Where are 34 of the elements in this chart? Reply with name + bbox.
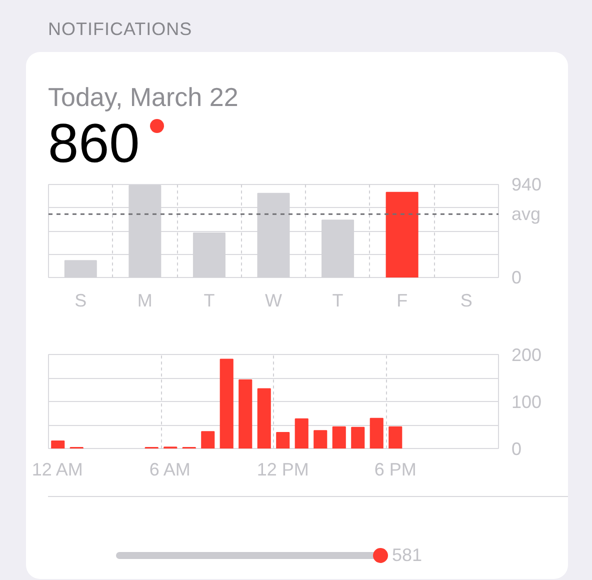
bar bbox=[220, 358, 234, 448]
text: 581 bbox=[392, 544, 422, 566]
x-tick-label: T bbox=[332, 290, 344, 310]
x-tick-label: W bbox=[265, 290, 282, 310]
bar bbox=[294, 418, 308, 448]
x-tick-label: S bbox=[460, 290, 472, 310]
bar bbox=[276, 432, 290, 448]
y-tick-label: 940 bbox=[512, 174, 542, 194]
text: 860 bbox=[48, 112, 140, 174]
bar bbox=[370, 418, 384, 448]
bar bbox=[257, 388, 271, 448]
x-tick-label: 6 AM bbox=[149, 460, 190, 480]
y-tick-label: 0 bbox=[512, 268, 522, 288]
x-tick-label: 12 AM bbox=[32, 460, 83, 480]
x-tick-label: T bbox=[204, 290, 215, 310]
bar bbox=[238, 379, 252, 448]
x-tick-label: S bbox=[74, 290, 87, 310]
bar bbox=[314, 430, 328, 448]
y-tick-label: 100 bbox=[512, 392, 542, 412]
ref-line-label: avg bbox=[512, 204, 541, 224]
bar bbox=[386, 192, 418, 278]
bar bbox=[332, 426, 346, 448]
x-tick-label: M bbox=[137, 290, 152, 310]
x-tick-label: 6 PM bbox=[374, 460, 416, 480]
chart-subtitle: Today, March 22 bbox=[48, 82, 238, 112]
bar bbox=[351, 426, 365, 448]
bar bbox=[201, 431, 215, 448]
bar bbox=[51, 440, 65, 448]
x-tick-label: F bbox=[396, 290, 408, 310]
y-tick-label: 200 bbox=[512, 345, 542, 365]
y-tick-label: 0 bbox=[512, 439, 522, 459]
x-tick-label: 12 PM bbox=[256, 460, 309, 480]
chart-title: NOTIFICATIONS bbox=[48, 19, 192, 39]
bar bbox=[388, 426, 402, 448]
